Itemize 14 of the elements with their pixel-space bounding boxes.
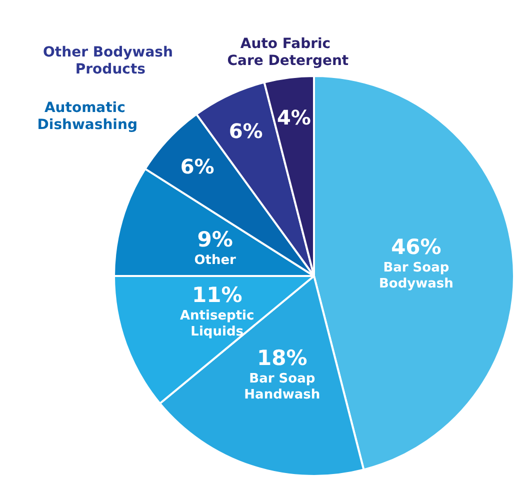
slice-label: Other Bodywash Products (43, 44, 178, 78)
slice-label: Bar Soap Handwash (244, 371, 320, 402)
slice-label: Bar Soap Bodywash (378, 260, 454, 292)
data-label: 9% (197, 227, 233, 252)
data-label: 6% (228, 119, 263, 144)
data-label: 4% (276, 105, 311, 130)
slice-label: Auto Fabric Care Detergent (227, 36, 349, 70)
slice-label: Other (194, 252, 237, 268)
data-label: 6% (180, 154, 214, 178)
slice-label: Automatic Dishwashing (37, 100, 138, 134)
slice-label: Antiseptic Liquids (180, 308, 254, 340)
data-label: 46% (391, 235, 442, 260)
data-label: 11% (192, 282, 242, 307)
data-label: 18% (257, 346, 308, 370)
